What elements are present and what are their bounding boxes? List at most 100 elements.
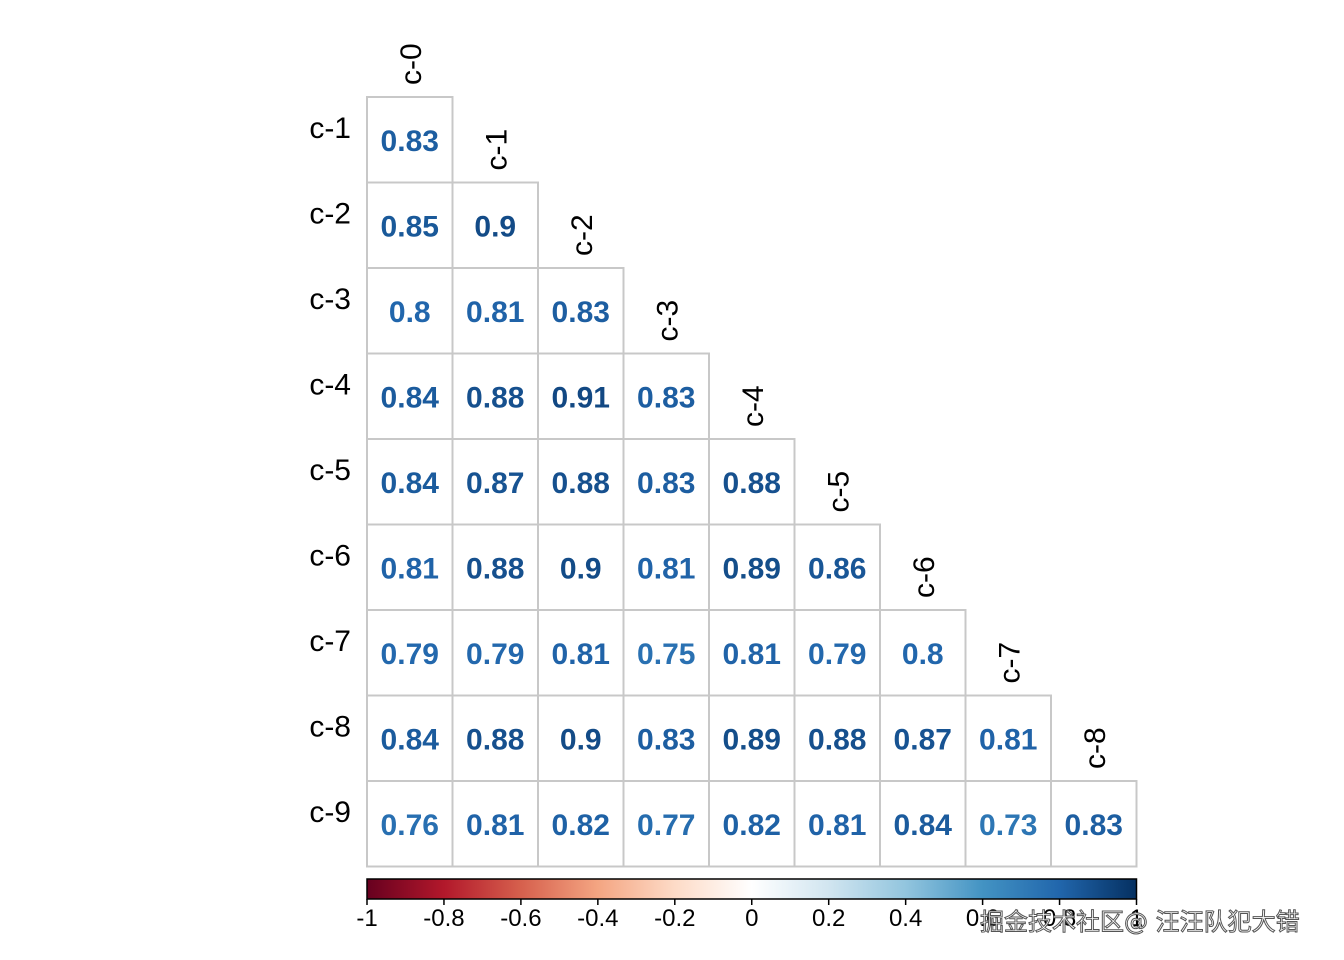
cell-value-label: 0.81 [552,638,610,671]
cell-value-label: 0.8 [389,296,431,329]
heatmap-cell: 0.83 [1050,780,1138,868]
cell-value-label: 0.84 [381,467,440,500]
column-label: c-2 [566,214,599,256]
cell-background [366,523,454,611]
cell-background [451,523,539,611]
cell-background [879,780,967,868]
heatmap-cell: 0.85 [366,181,454,269]
cell-value-label: 0.83 [1065,809,1123,842]
cell-value-label: 0.82 [723,809,781,842]
heatmap-cell: 0.84 [879,780,967,868]
column-label: c-8 [1079,727,1112,769]
heatmap-cell: 0.91 [537,352,625,440]
colorbar-tick-label: 0.4 [889,905,922,932]
cell-background [708,780,796,868]
colorbar-tick-label: 0.6 [966,905,999,932]
heatmap-cell: 0.82 [537,780,625,868]
cell-value-label: 0.9 [560,723,602,756]
cell-value-label: 0.9 [560,552,602,585]
cell-background [451,438,539,526]
column-label: c-4 [737,385,770,427]
heatmap-cell: 0.9 [537,523,625,611]
cell-value-label: 0.83 [637,467,695,500]
cell-background [451,609,539,697]
heatmap-cell: 0.8 [879,609,967,697]
heatmap-cell: 0.83 [366,96,454,184]
cell-value-label: 0.88 [808,723,866,756]
cell-value-label: 0.88 [723,467,781,500]
cell-background [366,96,454,184]
cell-value-label: 0.83 [381,125,439,158]
cell-background [366,780,454,868]
cell-value-label: 0.9 [474,210,516,243]
cell-background [366,181,454,269]
cell-background [622,780,710,868]
heatmap-cell: 0.75 [622,609,710,697]
heatmap-cell: 0.9 [537,694,625,782]
heatmap-cell: 0.76 [366,780,454,868]
colorbar-ticks: -1 -0.8 -0.6 -0.4 -0.2 0 0.2 0.4 0.6 0.8 1 [356,899,1143,932]
heatmap-cell: 0.83 [622,438,710,526]
colorbar-tick-label: -0.6 [500,905,541,932]
colorbar-tick-label: -0.4 [577,905,618,932]
cell-value-label: 0.79 [466,638,524,671]
heatmap-cell: 0.84 [366,352,454,440]
column-label: c-1 [480,129,513,171]
row-label: c-7 [309,625,351,658]
cell-value-label: 0.83 [637,381,695,414]
heatmap-cell: 0.87 [879,694,967,782]
heatmap-cell: 0.88 [537,438,625,526]
heatmap-cell: 0.83 [622,352,710,440]
heatmap-cell: 0.9 [451,181,539,269]
heatmap-cell: 0.81 [451,780,539,868]
cell-value-label: 0.82 [552,809,610,842]
column-label: c-0 [395,43,428,85]
cell-value-label: 0.81 [808,809,866,842]
cell-background [537,694,625,782]
cell-background [622,523,710,611]
cell-value-label: 0.76 [381,809,439,842]
cell-background [537,523,625,611]
cell-value-label: 0.77 [637,809,695,842]
cell-background [1050,780,1138,868]
heatmap-cell: 0.77 [622,780,710,868]
cell-value-label: 0.83 [552,296,610,329]
cell-value-label: 0.88 [466,723,524,756]
colorbar-tick-label: -0.8 [423,905,464,932]
column-label: c-3 [651,300,684,342]
row-label: c-6 [309,539,351,572]
cell-value-label: 0.8 [902,638,944,671]
row-label: c-9 [309,796,351,829]
heatmap-cell: 0.81 [537,609,625,697]
cell-value-label: 0.79 [808,638,866,671]
heatmap-cell: 0.81 [622,523,710,611]
column-labels: c-0 c-1 c-2 c-3 c-4 c-5 c-6 c-7 c-8 [395,43,1112,769]
heatmap-cell: 0.88 [451,352,539,440]
cell-value-label: 0.73 [979,809,1037,842]
cell-background [793,523,881,611]
cell-background [964,694,1052,782]
row-label: c-1 [309,112,351,145]
column-label: c-5 [822,471,855,513]
cell-value-label: 0.87 [466,467,524,500]
cell-background [451,780,539,868]
heatmap-cell: 0.81 [451,267,539,355]
cell-value-label: 0.84 [894,809,953,842]
heatmap-cell: 0.79 [793,609,881,697]
heatmap-cell: 0.88 [451,694,539,782]
colorbar-tick-label: 0 [745,905,758,932]
heatmap-cell: 0.83 [622,694,710,782]
cell-background [708,523,796,611]
column-label: c-6 [908,556,941,598]
heatmap-cell: 0.88 [793,694,881,782]
heatmap-cell: 0.88 [451,523,539,611]
heatmap-cells: 0.83 0.85 0.9 0.8 0.81 0.83 0.84 0.88 0.91 0.83 0.… [366,96,1138,868]
cell-value-label: 0.84 [381,381,440,414]
colorbar-gradient [366,878,1138,900]
colorbar: -1 -0.8 -0.6 -0.4 -0.2 0 0.2 0.4 0.6 0.8 1 [356,878,1143,932]
row-label: c-8 [309,710,351,743]
cell-value-label: 0.75 [637,638,695,671]
cell-background [793,609,881,697]
cell-value-label: 0.81 [381,552,439,585]
cell-background [622,352,710,440]
